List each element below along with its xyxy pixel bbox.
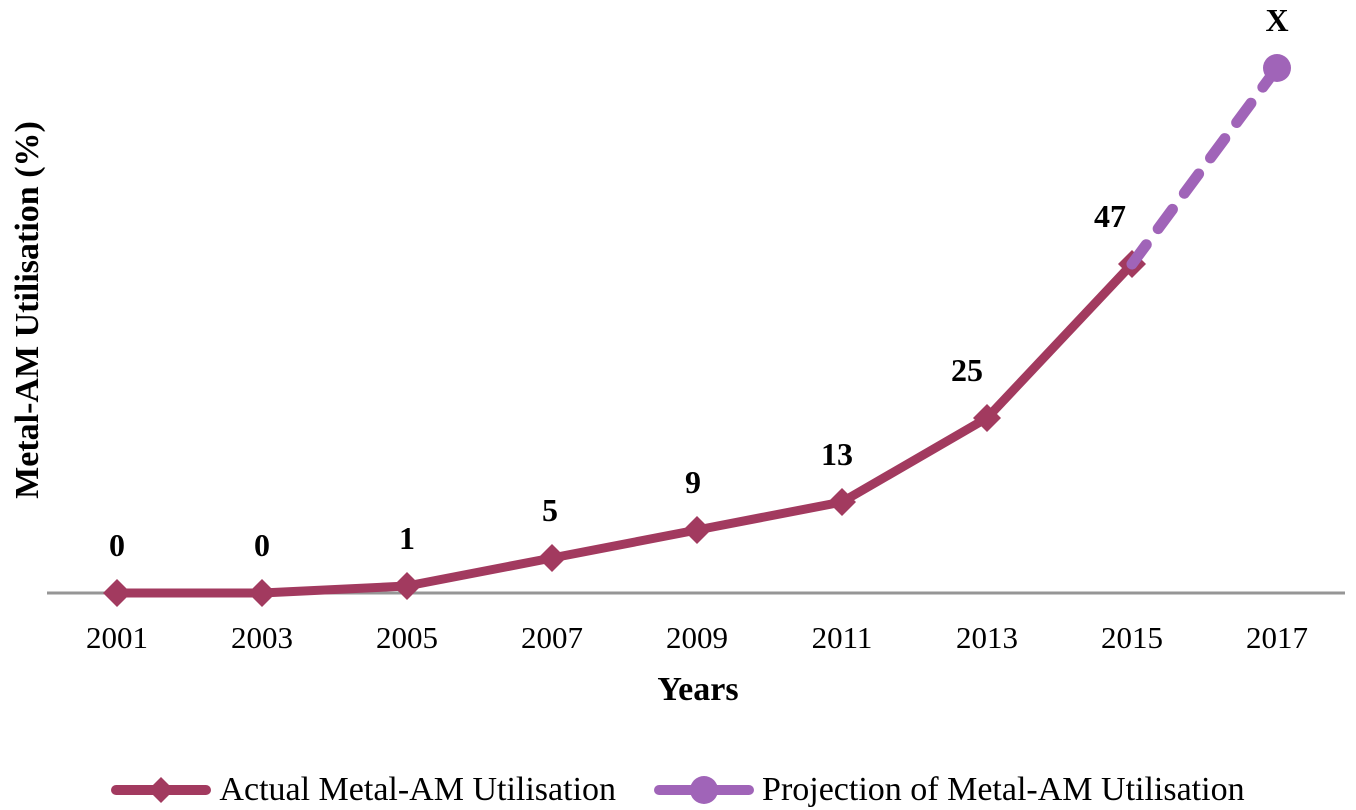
x-tick-label-2003: 2003	[231, 620, 293, 655]
data-point-label-2003: 0	[254, 527, 270, 563]
x-axis-title: Years	[657, 671, 739, 708]
diamond-legend-marker-icon	[111, 777, 212, 803]
diamond-marker-2007	[538, 544, 566, 572]
data-point-label-2007: 5	[542, 492, 558, 528]
actual-series-line	[117, 260, 1136, 598]
data-point-label-2011: 13	[821, 436, 853, 472]
data-point-label-2001: 0	[109, 527, 125, 563]
data-point-label-2015: 47	[1094, 198, 1126, 234]
projection-series-line	[1126, 62, 1283, 270]
legend-diamond	[148, 777, 175, 803]
legend-entry-projection: Projection of Metal-AM Utilisation	[654, 770, 1245, 810]
data-point-label-2005: 1	[399, 520, 415, 556]
legend-entry-actual: Actual Metal-AM Utilisation	[111, 770, 616, 810]
data-point-label-2009: 9	[685, 464, 701, 500]
x-tick-label-2001: 2001	[86, 620, 148, 655]
diamond-marker-2001	[103, 579, 131, 607]
data-point-label-2017: X	[1265, 2, 1288, 38]
circle-legend-marker-icon	[654, 776, 755, 804]
diamond-marker-2005	[393, 572, 421, 600]
x-tick-label-2005: 2005	[376, 620, 438, 655]
x-tick-label-2013: 2013	[956, 620, 1018, 655]
legend-circle	[690, 776, 719, 804]
x-tick-label-2015: 2015	[1101, 620, 1163, 655]
x-tick-label-2011: 2011	[812, 620, 873, 655]
x-tick-label-2017: 2017	[1246, 620, 1308, 655]
diamond-marker-2013	[973, 404, 1001, 432]
chart-legend: Actual Metal-AM Utilisation Projection of…	[0, 770, 1356, 810]
diamond-marker-2003	[248, 579, 276, 607]
diamond-marker-2011	[828, 488, 856, 516]
legend-label-actual: Actual Metal-AM Utilisation	[219, 771, 617, 808]
circle-marker-2017	[1263, 54, 1291, 82]
diamond-marker-2009	[683, 516, 711, 544]
data-point-label-2013: 25	[951, 352, 983, 388]
plot-area: 0 0 1 5 9 13 25 47 X 2001 2003 2005 2007 2009 2011 2013…	[47, 2, 1345, 655]
legend-label-projection: Projection of Metal-AM Utilisation	[762, 771, 1245, 808]
x-tick-label-2007: 2007	[521, 620, 583, 655]
x-tick-label-2009: 2009	[666, 620, 728, 655]
